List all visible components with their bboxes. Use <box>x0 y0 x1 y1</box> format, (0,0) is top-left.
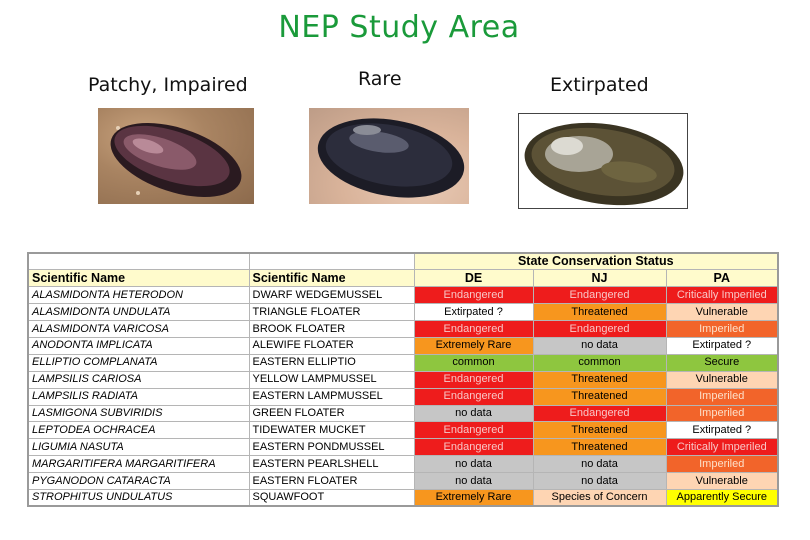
status-pa-cell: Critically Imperiled <box>665 438 779 457</box>
table-group-header-row: State Conservation Status <box>27 252 779 271</box>
state-conservation-status-header: State Conservation Status <box>413 252 779 271</box>
status-de-cell: Endangered <box>413 438 534 457</box>
scientific-name-cell: ALASMIDONTA HETERODON <box>27 286 250 305</box>
scientific-name-cell: PYGANODON CATARACTA <box>27 472 250 490</box>
status-de-cell: Endangered <box>413 387 534 406</box>
scientific-name-cell: LAMPSILIS CARIOSA <box>27 370 250 389</box>
caption-extirpated: Extirpated <box>550 74 649 96</box>
status-de-cell: no data <box>413 455 534 474</box>
mussel-photo-rare <box>309 108 469 204</box>
status-nj-cell: common <box>532 353 667 372</box>
scientific-name-cell: LASMIGONA SUBVIRIDIS <box>27 404 250 423</box>
table-row: LEPTODEA OCHRACEA TIDEWATER MUCKET Endange… <box>27 421 779 440</box>
scientific-name-cell: ALASMIDONTA VARICOSA <box>27 320 250 338</box>
status-pa-cell: Imperiled <box>665 455 779 474</box>
scientific-name-cell: ELLIPTIO COMPLANATA <box>27 353 250 372</box>
caption-patchy-impaired: Patchy, Impaired <box>88 74 248 96</box>
col-header-scientific-name: Scientific Name <box>27 269 250 288</box>
status-pa-cell: Vulnerable <box>665 370 779 389</box>
status-de-cell: Endangered <box>413 320 534 338</box>
mussel-photo-patchy <box>98 108 254 204</box>
status-nj-cell: no data <box>532 336 667 355</box>
status-pa-cell: Vulnerable <box>665 472 779 490</box>
header-blank-cell <box>27 252 249 271</box>
scientific-name-cell: ANODONTA IMPLICATA <box>27 336 250 355</box>
status-nj-cell: Endangered <box>532 404 667 423</box>
status-de-cell: Extremely Rare <box>413 488 534 507</box>
status-nj-cell: Threatened <box>532 370 667 389</box>
status-pa-cell: Extirpated ? <box>665 336 779 355</box>
status-nj-cell: Endangered <box>532 286 667 305</box>
scientific-name-cell: LEPTODEA OCHRACEA <box>27 421 250 440</box>
status-de-cell: Endangered <box>413 370 534 389</box>
table-row: LIGUMIA NASUTA EASTERN PONDMUSSEL Endanger… <box>27 438 779 457</box>
status-pa-cell: Secure <box>665 353 779 372</box>
table-row: ALASMIDONTA UNDULATA TRIANGLE FLOATER Exti… <box>27 303 779 322</box>
common-name-cell: EASTERN FLOATER <box>248 472 415 490</box>
table-row: ELLIPTIO COMPLANATA EASTERN ELLIPTIO commo… <box>27 353 779 372</box>
common-name-cell: BROOK FLOATER <box>248 320 415 338</box>
status-pa-cell: Extirpated ? <box>665 421 779 440</box>
status-de-cell: Extremely Rare <box>413 336 534 355</box>
status-de-cell: Extirpated ? <box>413 303 534 322</box>
status-nj-cell: no data <box>532 455 667 474</box>
table-row: STROPHITUS UNDULATUS SQUAWFOOT Extremely R… <box>27 488 779 507</box>
table-row: LASMIGONA SUBVIRIDIS GREEN FLOATER no data… <box>27 404 779 423</box>
status-pa-cell: Imperiled <box>665 387 779 406</box>
status-pa-cell: Apparently Secure <box>665 488 779 507</box>
scientific-name-cell: MARGARITIFERA MARGARITIFERA <box>27 455 250 474</box>
table-row: ANODONTA IMPLICATA ALEWIFE FLOATER Extreme… <box>27 336 779 355</box>
caption-rare: Rare <box>358 68 402 90</box>
status-nj-cell: Threatened <box>532 387 667 406</box>
status-nj-cell: Threatened <box>532 438 667 457</box>
status-de-cell: common <box>413 353 534 372</box>
common-name-cell: EASTERN PEARLSHELL <box>248 455 415 474</box>
status-de-cell: Endangered <box>413 421 534 440</box>
status-nj-cell: Endangered <box>532 320 667 338</box>
status-de-cell: no data <box>413 404 534 423</box>
table-row: ALASMIDONTA VARICOSA BROOK FLOATER Endange… <box>27 320 779 338</box>
status-nj-cell: Species of Concern <box>532 488 667 507</box>
status-pa-cell: Imperiled <box>665 404 779 423</box>
status-pa-cell: Vulnerable <box>665 303 779 322</box>
header-blank-cell <box>248 252 414 271</box>
common-name-cell: SQUAWFOOT <box>248 488 415 507</box>
status-nj-cell: Threatened <box>532 303 667 322</box>
table-row: ALASMIDONTA HETERODON DWARF WEDGEMUSSEL En… <box>27 286 779 305</box>
conservation-status-table: State Conservation Status Scientific Nam… <box>27 252 780 508</box>
table-row: MARGARITIFERA MARGARITIFERA EASTERN PEARL… <box>27 455 779 474</box>
status-pa-cell: Critically Imperiled <box>665 286 779 305</box>
common-name-cell: TRIANGLE FLOATER <box>248 303 415 322</box>
common-name-cell: EASTERN PONDMUSSEL <box>248 438 415 457</box>
common-name-cell: GREEN FLOATER <box>248 404 415 423</box>
scientific-name-cell: LIGUMIA NASUTA <box>27 438 250 457</box>
table-row: LAMPSILIS RADIATA EASTERN LAMPMUSSEL Endan… <box>27 387 779 406</box>
status-de-cell: Endangered <box>413 286 534 305</box>
common-name-cell: EASTERN ELLIPTIO <box>248 353 415 372</box>
common-name-cell: YELLOW LAMPMUSSEL <box>248 370 415 389</box>
col-header-common-name: Scientific Name <box>248 269 415 288</box>
table-row: LAMPSILIS CARIOSA YELLOW LAMPMUSSEL Endang… <box>27 370 779 389</box>
table-row: PYGANODON CATARACTA EASTERN FLOATER no dat… <box>27 472 779 490</box>
common-name-cell: EASTERN LAMPMUSSEL <box>248 387 415 406</box>
col-header-pa: PA <box>665 269 779 288</box>
status-nj-cell: no data <box>532 472 667 490</box>
scientific-name-cell: ALASMIDONTA UNDULATA <box>27 303 250 322</box>
mussel-photo-extirpated <box>518 113 688 209</box>
common-name-cell: ALEWIFE FLOATER <box>248 336 415 355</box>
status-pa-cell: Imperiled <box>665 320 779 338</box>
scientific-name-cell: LAMPSILIS RADIATA <box>27 387 250 406</box>
status-de-cell: no data <box>413 472 534 490</box>
scientific-name-cell: STROPHITUS UNDULATUS <box>27 488 250 507</box>
table-column-header-row: Scientific Name Scientific Name DE NJ PA <box>27 269 779 288</box>
page-title: NEP Study Area <box>278 10 520 45</box>
col-header-nj: NJ <box>532 269 667 288</box>
status-nj-cell: Threatened <box>532 421 667 440</box>
col-header-de: DE <box>413 269 534 288</box>
common-name-cell: TIDEWATER MUCKET <box>248 421 415 440</box>
common-name-cell: DWARF WEDGEMUSSEL <box>248 286 415 305</box>
